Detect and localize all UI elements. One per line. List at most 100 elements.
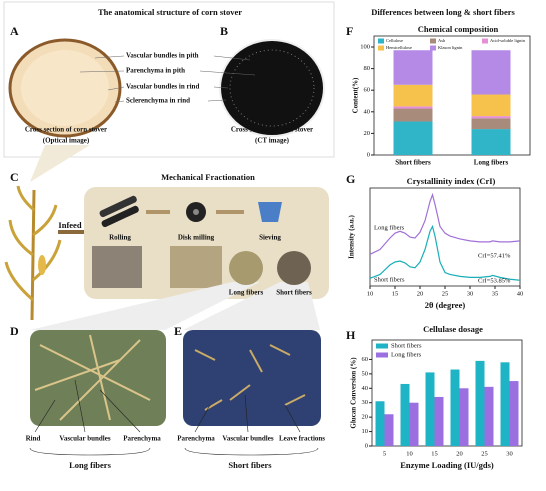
bar (484, 386, 494, 446)
y-axis-label: Intensity (a.u.) (348, 214, 356, 258)
long-fiber-sample (229, 251, 263, 285)
ct-image-bundles (229, 49, 315, 127)
line-series (369, 192, 521, 255)
photo (170, 246, 222, 288)
x-tick-label: 15 (392, 290, 399, 297)
y-axis-label: Content(%) (352, 77, 360, 113)
bar (434, 396, 444, 446)
legend-swatch (376, 343, 388, 349)
bar-segment (393, 108, 433, 122)
anatomy-title: The anatomical structure of corn stover (98, 7, 242, 17)
bar (375, 401, 385, 446)
part-label: Leave fractions (279, 435, 325, 443)
bar (450, 369, 460, 446)
legend-label: Short fibers (391, 342, 422, 349)
sample-label: Short fibers (276, 289, 312, 297)
part-label: Parenchyma (177, 435, 215, 443)
series-label: Long fibers (374, 224, 405, 231)
photo (92, 246, 142, 288)
x-tick-label: 35 (492, 290, 499, 297)
rolling-icon (99, 195, 139, 228)
optical-image-pith (21, 50, 109, 126)
part-label: Rind (26, 435, 41, 443)
panel-letter: C (10, 170, 19, 184)
zoom-wedge (30, 145, 90, 182)
bar-segment (393, 50, 433, 85)
x-tick-label: 10 (406, 450, 413, 457)
bar (475, 360, 485, 446)
short-fiber-sample (277, 251, 311, 285)
zoom-wedge (30, 282, 260, 330)
y-tick-label: 40 (362, 385, 369, 392)
corn-plant (4, 185, 62, 321)
long-fiber-photo (30, 330, 166, 426)
series-label: Short fibers (374, 276, 405, 283)
plot-frame (371, 339, 523, 447)
bar-segment (393, 84, 433, 107)
sieve-icon (258, 202, 282, 222)
chart-title: Chemical composition (418, 24, 499, 34)
y-tick-label: 40 (364, 108, 371, 115)
chart-title: Cellulase dosage (423, 324, 483, 334)
panel-letter: A (10, 24, 19, 38)
y-tick-label: 60 (362, 356, 369, 363)
x-tick-label: 20 (456, 450, 463, 457)
y-tick-label: 30 (362, 399, 369, 406)
anatomy-label: Vascular bundles in pith (126, 52, 199, 60)
plot-frame (373, 35, 531, 156)
y-axis-label: Glucan Conversion (%) (350, 357, 358, 429)
x-tick-label: Long fibers (474, 159, 509, 167)
bar-segment (471, 118, 511, 130)
y-tick-label: 60 (364, 87, 371, 94)
part-label: Vascular bundles (59, 435, 110, 443)
ct-image (219, 39, 325, 137)
step-label: Rolling (109, 234, 131, 242)
y-tick-label: 80 (364, 65, 371, 72)
x-tick-label: 30 (467, 290, 474, 297)
comparison-title: Differences between long & short fibers (371, 7, 515, 17)
y-tick-label: 10 (362, 428, 369, 435)
legend-label: Hemicellulose (386, 45, 412, 50)
legend-swatch (430, 38, 436, 44)
bar (500, 362, 510, 446)
x-tick-label: 10 (367, 290, 374, 297)
x-tick-label: 40 (517, 290, 524, 297)
x-tick-label: 15 (431, 450, 438, 457)
short-fiber-photo (183, 330, 321, 426)
panel-letter: B (220, 24, 228, 38)
legend-label: Acid-soluble lignin (490, 38, 526, 43)
panel-letter: D (10, 324, 19, 338)
panel-letter: H (346, 328, 356, 342)
chart-title: Crystallinity index (CrI) (407, 176, 496, 186)
bar-segment (471, 94, 511, 117)
zoom-wedge (183, 282, 320, 330)
legend-swatch (378, 45, 384, 51)
bar (400, 383, 410, 446)
bar-segment (471, 116, 511, 119)
caption: (Optical image) (43, 137, 90, 145)
bar-segment (471, 50, 511, 95)
x-tick-label: 5 (383, 450, 386, 457)
infeed-label: Infeed (58, 220, 81, 230)
annotation: CrI=53.85% (478, 277, 511, 284)
legend-swatch (378, 38, 384, 44)
part-label: Parenchyma (123, 435, 161, 443)
legend-label: Ash (438, 38, 446, 43)
panel-letter: G (346, 172, 355, 186)
bar (409, 402, 419, 446)
y-tick-label: 0 (367, 151, 370, 158)
bar-segment (393, 106, 433, 109)
caption: (CT image) (255, 137, 290, 145)
bar-segment (393, 121, 433, 155)
anatomy-label: Sclerenchyma in rind (126, 97, 190, 105)
group-label: Short fibers (228, 460, 272, 470)
x-tick-label: Short fibers (395, 159, 431, 167)
legend-label: Long fibers (391, 351, 422, 358)
legend-swatch (376, 352, 388, 358)
fiber-strands (34, 334, 151, 421)
step-label: Disk milling (178, 234, 215, 242)
x-tick-label: 25 (442, 290, 449, 297)
bar (425, 372, 435, 446)
group-label: Long fibers (69, 460, 111, 470)
caption: Cross section of corn stover (231, 126, 313, 134)
